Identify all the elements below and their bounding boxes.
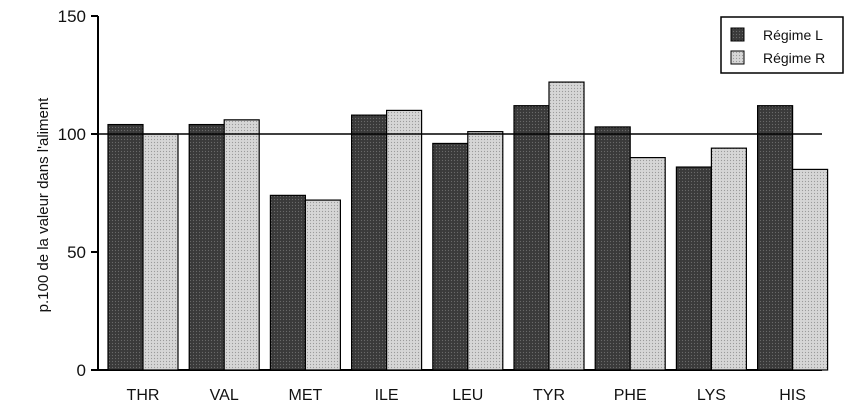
x-tick-label: PHE	[614, 387, 647, 404]
bar-phe-regime-r	[629, 157, 666, 371]
legend: Régime L Régime R	[720, 16, 844, 74]
bar-lys-regime-r	[710, 147, 748, 371]
bar-his-regime-r	[791, 168, 829, 371]
y-tick-label: 0	[77, 361, 86, 380]
x-tick-label: TYR	[533, 387, 565, 404]
y-ticks: 0 50 100 150	[58, 7, 98, 380]
legend-label-regime-r: Régime R	[763, 50, 825, 66]
bar-phe-regime-l	[594, 126, 631, 371]
bar-tyr-regime-r	[548, 81, 585, 371]
legend-swatch-regime-r	[730, 50, 745, 65]
x-tick-label: THR	[127, 387, 160, 404]
bar-met-regime-l	[269, 194, 306, 371]
x-tick-label: HIS	[779, 387, 806, 404]
legend-label-regime-l: Régime L	[763, 27, 823, 43]
x-tick-label: VAL	[210, 387, 239, 404]
bar-val-regime-r	[223, 119, 260, 371]
bar-met-regime-r	[304, 199, 341, 371]
x-tick-label: LYS	[697, 387, 726, 404]
y-tick-label: 50	[67, 243, 86, 262]
x-tick-label: ILE	[375, 387, 399, 404]
y-tick-label: 100	[58, 125, 86, 144]
bar-ile-regime-l	[351, 114, 388, 371]
bar-leu-regime-r	[467, 131, 504, 371]
bar-thr-regime-r	[142, 133, 179, 371]
x-tick-label: LEU	[452, 387, 483, 404]
bar-leu-regime-l	[432, 142, 469, 371]
y-tick-label: 150	[58, 7, 86, 26]
bar-ile-regime-r	[386, 109, 423, 371]
legend-swatch-regime-l	[730, 27, 745, 42]
bar-lys-regime-l	[675, 166, 713, 371]
bar-his-regime-l	[756, 105, 794, 371]
bar-tyr-regime-l	[513, 105, 550, 371]
y-axis-title: p.100 de la valeur dans l'aliment	[35, 97, 52, 312]
x-tick-labels: THR VAL MET ILE LEU TYR PHE LYS HIS	[127, 387, 806, 404]
bar-val-regime-l	[188, 123, 225, 371]
x-tick-label: MET	[289, 387, 323, 404]
bar-thr-regime-l	[107, 123, 144, 371]
bars	[107, 81, 829, 371]
